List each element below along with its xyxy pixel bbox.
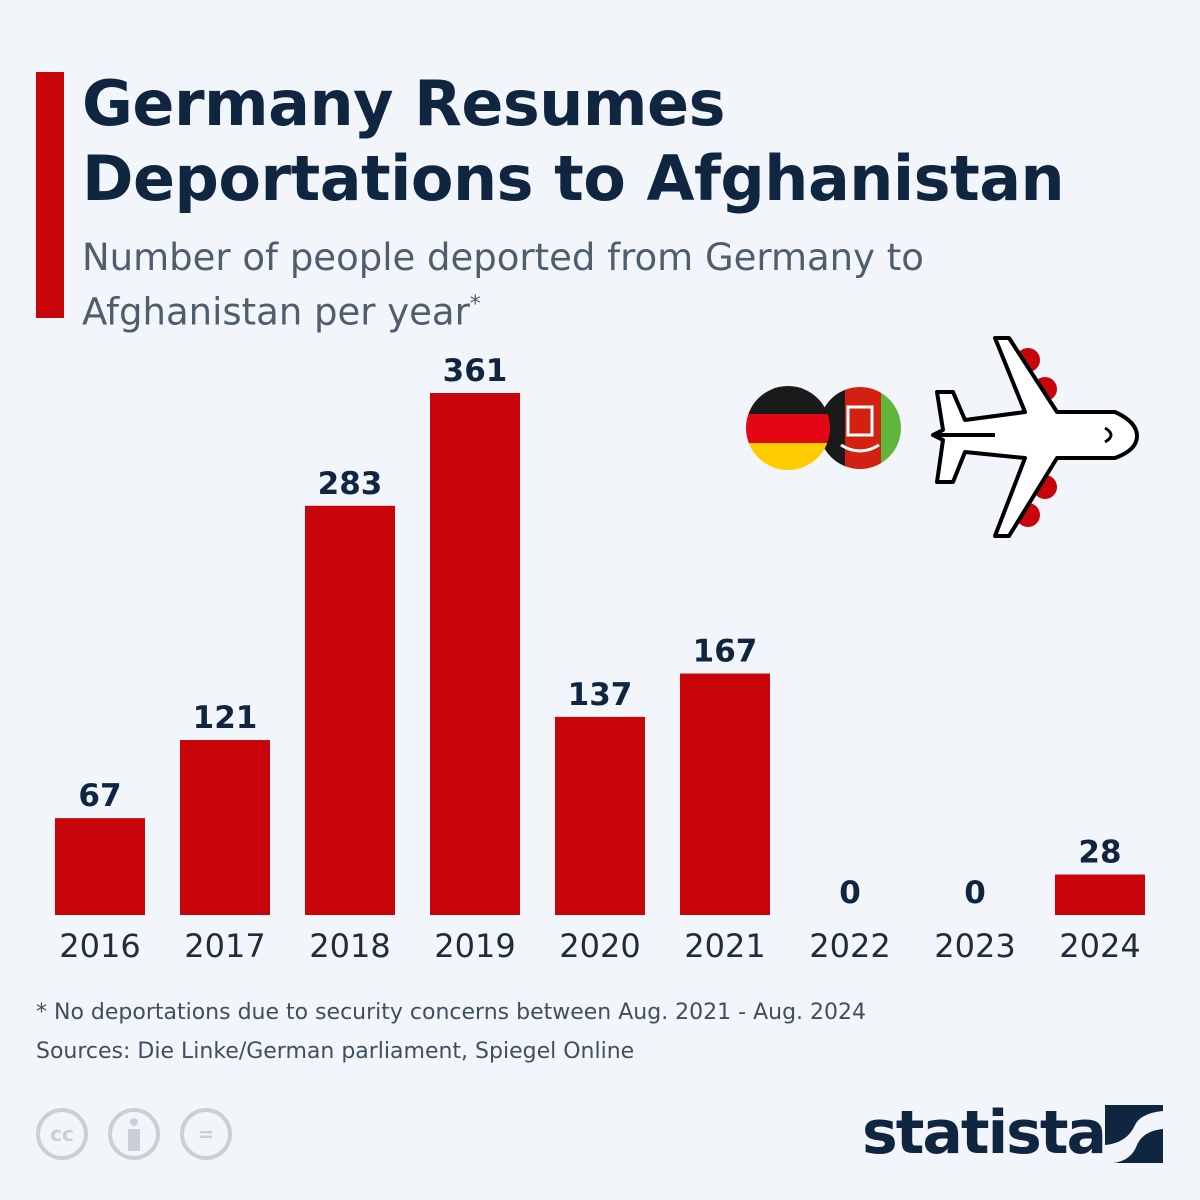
x-tick-label-2022: 2022 (809, 927, 890, 965)
x-tick-label-2024: 2024 (1059, 927, 1140, 965)
sources: Sources: Die Linke/German parliament, Sp… (36, 1039, 635, 1064)
data-label-2020: 137 (568, 677, 633, 713)
attribution-icon (108, 1108, 160, 1160)
data-label-2018: 283 (318, 466, 383, 502)
cc-icon: cc (36, 1108, 88, 1160)
data-label-2023: 0 (964, 875, 986, 911)
x-tick-label-2019: 2019 (434, 927, 515, 965)
bar-2021 (680, 673, 770, 915)
x-tick-label-2020: 2020 (559, 927, 640, 965)
subtitle-marker: * (469, 292, 481, 317)
footnote: * No deportations due to security concer… (36, 1000, 867, 1025)
brand-name: statista (862, 1098, 1107, 1168)
data-label-2022: 0 (839, 875, 861, 911)
x-tick-label-2023: 2023 (934, 927, 1015, 965)
data-label-2019: 361 (443, 353, 508, 389)
x-tick-label-2018: 2018 (309, 927, 390, 965)
subtitle-text: Number of people deported from Germany t… (82, 236, 924, 334)
airplane-icon (931, 336, 1139, 538)
statista-logo-icon (1105, 1105, 1163, 1163)
bar-2024 (1055, 874, 1145, 915)
statista-logo: statista (862, 1098, 1107, 1168)
bar-chart: 67 2016 121 2017 283 2018 361 2019 137 2020 167 202… (55, 353, 1145, 965)
bar-2019 (430, 393, 520, 915)
chart-title: Germany Resumes Deportations to Afghanis… (82, 67, 1065, 215)
flags-icon-group (746, 386, 901, 470)
afghanistan-flag-icon (819, 387, 901, 469)
x-tick-label-2021: 2021 (684, 927, 765, 965)
x-tick-label-2016: 2016 (59, 927, 140, 965)
chart-subtitle: Number of people deported from Germany t… (82, 234, 982, 335)
bar-2016 (55, 818, 145, 915)
x-tick-label-2017: 2017 (184, 927, 265, 965)
bar-2017 (180, 740, 270, 915)
data-label-2021: 167 (693, 634, 758, 670)
data-label-2016: 67 (78, 778, 121, 814)
bar-2020 (555, 716, 645, 915)
title-accent-bar (36, 72, 64, 318)
data-label-2017: 121 (193, 700, 258, 736)
bar-2018 (305, 505, 395, 915)
data-label-2024: 28 (1078, 835, 1121, 871)
no-derivatives-icon: = (180, 1108, 232, 1160)
